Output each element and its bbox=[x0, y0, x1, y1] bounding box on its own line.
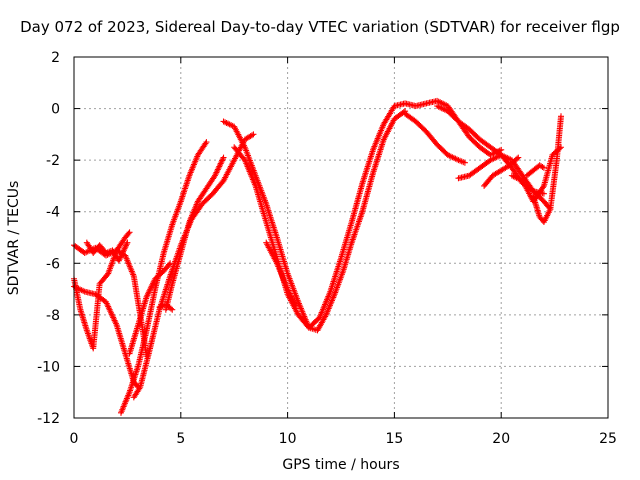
data-point bbox=[167, 260, 174, 267]
chart-title: Day 072 of 2023, Sidereal Day-to-day VTE… bbox=[20, 18, 620, 36]
data-point bbox=[514, 155, 521, 162]
y-tick-label: -4 bbox=[46, 205, 60, 221]
grid-lines bbox=[74, 57, 608, 418]
x-tick-label: 15 bbox=[385, 431, 403, 447]
data-point bbox=[540, 190, 547, 197]
series-arc-n bbox=[434, 102, 505, 158]
series-arc-h bbox=[162, 154, 227, 313]
data-point bbox=[249, 132, 255, 139]
series-arc-g bbox=[126, 260, 174, 357]
data-point bbox=[203, 139, 210, 146]
series-arc-i bbox=[156, 301, 176, 313]
tick-labels: 0 5 10 15 20 25 -12 -10 -8 -6 -4 -2 0 2 bbox=[37, 50, 617, 447]
series-arc-e bbox=[117, 139, 210, 416]
data-point bbox=[558, 113, 565, 120]
x-axis-label: GPS time / hours bbox=[282, 457, 400, 473]
data-point bbox=[202, 140, 209, 147]
series-arc-f bbox=[130, 131, 257, 401]
data-point bbox=[461, 159, 468, 166]
plot-frame bbox=[73, 56, 609, 419]
series-arc-q bbox=[508, 144, 565, 205]
y-tick-label: -2 bbox=[46, 153, 60, 169]
data-point bbox=[558, 144, 565, 151]
data-point bbox=[498, 146, 505, 153]
series-arc-c bbox=[83, 239, 131, 264]
y-tick-label: -6 bbox=[46, 256, 60, 272]
x-tick-label: 20 bbox=[492, 431, 510, 447]
series-arc-p bbox=[481, 154, 522, 189]
x-tick-label: 0 bbox=[70, 431, 79, 447]
x-tick-label: 10 bbox=[279, 431, 297, 447]
data-point bbox=[124, 239, 131, 246]
x-tick-label: 25 bbox=[599, 431, 617, 447]
series-arc-j bbox=[220, 97, 547, 331]
series-arc-l bbox=[263, 239, 300, 311]
series-arc-r bbox=[530, 113, 565, 226]
data-point bbox=[166, 261, 173, 268]
series-arc-k bbox=[231, 108, 409, 334]
y-tick-label: -8 bbox=[46, 308, 60, 324]
series-arc-d bbox=[71, 283, 142, 391]
data-point bbox=[169, 306, 176, 313]
y-tick-label: -10 bbox=[37, 359, 60, 375]
series-arc-a bbox=[71, 242, 150, 360]
axis-ticks bbox=[73, 56, 609, 419]
x-tick-label: 5 bbox=[176, 431, 185, 447]
y-tick-label: 0 bbox=[51, 102, 60, 118]
data-point bbox=[293, 304, 300, 311]
data-point bbox=[539, 184, 546, 191]
series-arc-s bbox=[523, 162, 547, 179]
data-point bbox=[167, 305, 174, 312]
y-axis-label: SDTVAR / TECUs bbox=[6, 180, 22, 296]
data-point bbox=[250, 131, 257, 138]
data-point bbox=[515, 154, 522, 161]
data-point bbox=[126, 229, 133, 236]
series-arc-m bbox=[402, 110, 468, 166]
data-point bbox=[540, 164, 547, 171]
data-point bbox=[539, 164, 546, 171]
data-point bbox=[220, 154, 227, 161]
data-points bbox=[71, 97, 565, 416]
y-tick-label: -12 bbox=[37, 411, 60, 427]
y-tick-label: 2 bbox=[51, 50, 60, 66]
data-point bbox=[125, 230, 132, 237]
